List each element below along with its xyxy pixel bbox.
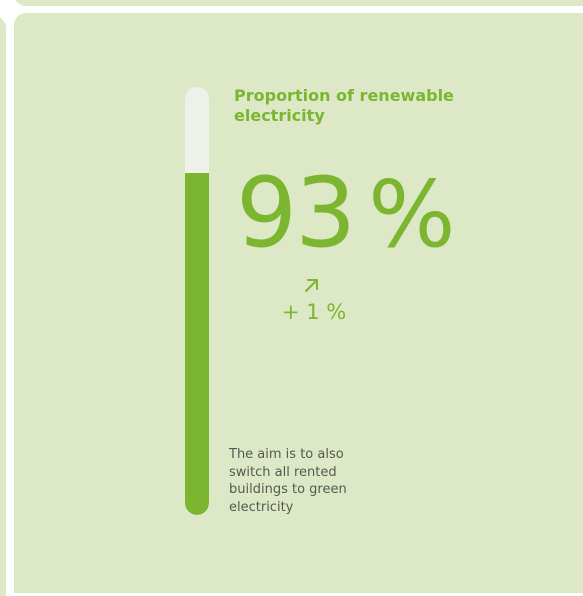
card-title: Proportion of renewable electricity [234,86,454,125]
card-note: The aim is to also switch all rented bui… [229,447,347,515]
renewable-electricity-card [14,13,583,593]
metric-value: 93 [236,157,356,269]
metric-change: + 1 % [282,300,347,324]
metric-value-row: 93 % [236,158,456,268]
arrow-up-right-icon [305,279,318,292]
left-panel [0,16,6,596]
progress-gauge-fill [185,172,209,515]
top-panel [14,0,583,6]
progress-gauge [185,87,209,515]
metric-unit: % [368,161,456,268]
